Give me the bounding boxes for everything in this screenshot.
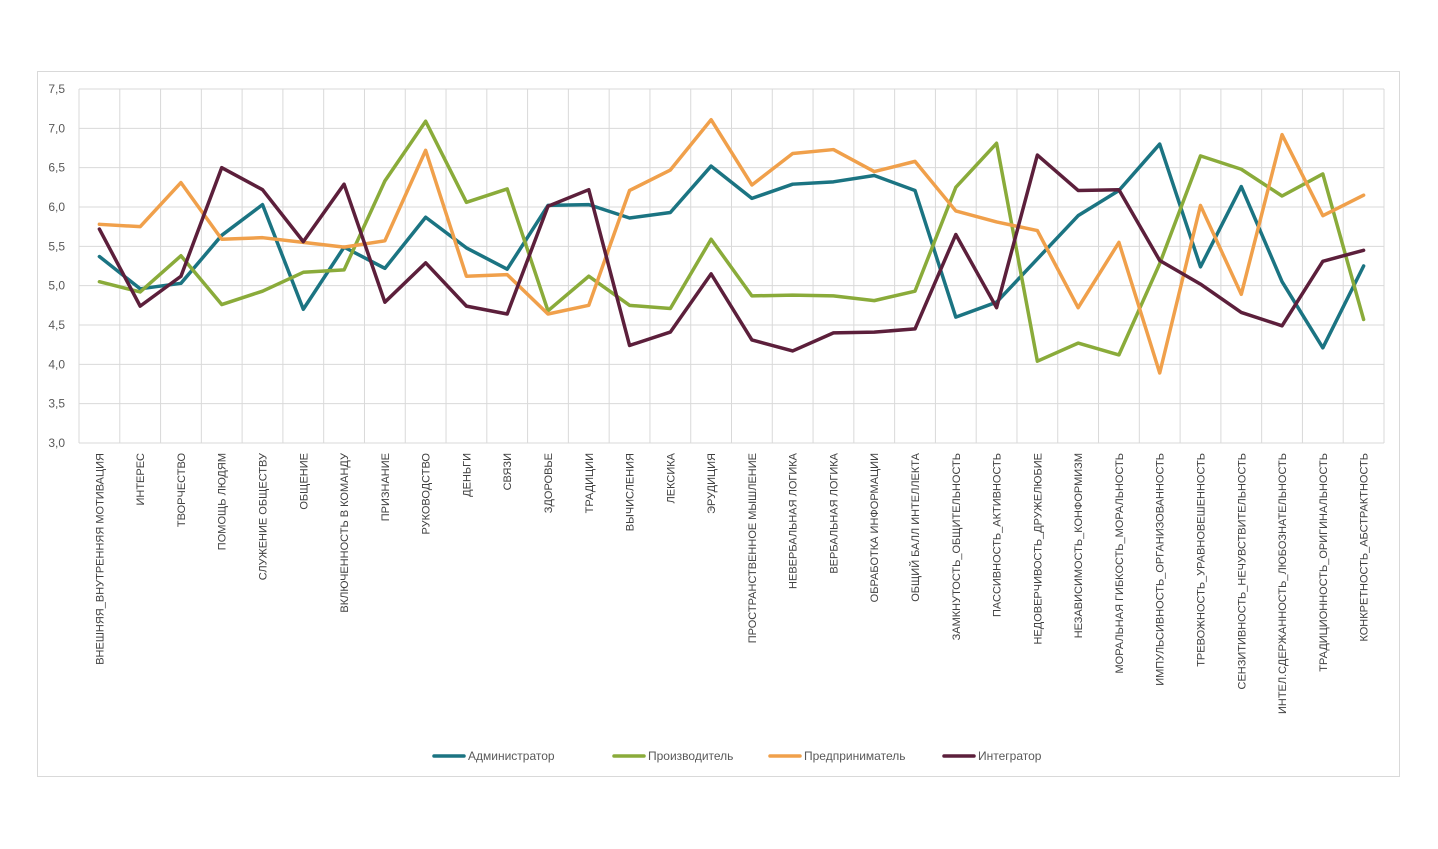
- x-tick-label: НЕЗАВИСИМОСТЬ_КОНФОРМИЗМ: [1073, 453, 1085, 638]
- x-tick-label: ОБЩИЙ БАЛЛ ИНТЕЛЛЕКТА: [909, 452, 922, 601]
- y-tick-label: 4,5: [48, 318, 65, 332]
- legend-label: Администратор: [468, 749, 555, 763]
- y-tick-label: 7,5: [48, 82, 65, 96]
- x-tick-label: ПРИЗНАНИЕ: [380, 453, 392, 521]
- y-axis: 3,0 3,5 4,0 4,5 5,0 5,5 6,0 6,5 7,0 7,5: [48, 82, 65, 450]
- x-tick-label: ВЕРБАЛЬНАЯ ЛОГИКА: [828, 452, 840, 573]
- x-tick-label: ТВОРЧЕСТВО: [176, 453, 188, 528]
- x-axis: ВНЕШНЯЯ_ВНУТРЕННЯЯ МОТИВАЦИЯ ИНТЕРЕС ТВОРЧ…: [94, 452, 1370, 714]
- x-tick-label: МОРАЛЬНАЯ ГИБКОСТЬ_МОРАЛЬНОСТЬ: [1114, 453, 1126, 674]
- y-tick-label: 5,5: [48, 239, 65, 253]
- y-tick-label: 3,5: [48, 397, 65, 411]
- y-tick-label: 6,5: [48, 161, 65, 175]
- x-tick-label: ПРОСТРАНСТВЕННОЕ МЫШЛЕНИЕ: [747, 453, 759, 643]
- x-tick-label: ОБРАБОТКА ИНФОРМАЦИИ: [869, 453, 881, 602]
- x-tick-label: ТРЕВОЖНОСТЬ_УРАВНОВЕШЕННОСТЬ: [1195, 453, 1207, 667]
- line-chart: 3,0 3,5 4,0 4,5 5,0 5,5 6,0 6,5 7,0 7,5 ВНЕШНЯЯ_В…: [48, 82, 1385, 763]
- y-tick-label: 7,0: [48, 121, 65, 135]
- x-tick-label: ЛЕКСИКА: [665, 452, 677, 503]
- legend-label: Предприниматель: [804, 749, 905, 763]
- x-tick-label: СЕНЗИТИВНОСТЬ_НЕЧУВСТВИТЕЛЬНОСТЬ: [1236, 453, 1248, 690]
- x-tick-label: НЕДОВЕРЧИВОСТЬ_ДРУЖЕЛЮБИЕ: [1032, 453, 1044, 645]
- legend-label: Производитель: [648, 749, 733, 763]
- grid-layer: [78, 88, 1385, 444]
- x-tick-label: РУКОВОДСТВО: [421, 453, 433, 535]
- x-tick-label: СВЯЗИ: [502, 453, 514, 490]
- chart-frame: 3,0 3,5 4,0 4,5 5,0 5,5 6,0 6,5 7,0 7,5 ВНЕШНЯЯ_В…: [37, 71, 1400, 777]
- x-tick-label: ДЕНЬГИ: [461, 453, 473, 497]
- legend-label: Интегратор: [978, 749, 1042, 763]
- x-tick-label: ЗДОРОВЬЕ: [543, 453, 555, 513]
- series-line: [97, 119, 1366, 363]
- x-tick-label: ВНЕШНЯЯ_ВНУТРЕННЯЯ МОТИВАЦИЯ: [94, 453, 106, 665]
- x-tick-label: ТРАДИЦИИ: [584, 453, 596, 513]
- x-tick-label: ЭРУДИЦИЯ: [706, 453, 718, 514]
- x-tick-label: СЛУЖЕНИЕ ОБЩЕСТВУ: [258, 452, 270, 580]
- x-tick-label: ИМПУЛЬСИВНОСТЬ_ОРГАНИЗОВАННОСТЬ: [1155, 453, 1167, 686]
- x-tick-label: ТРАДИЦИОННОСТЬ_ОРИГИНАЛЬНОСТЬ: [1318, 453, 1330, 672]
- x-tick-label: ОБЩЕНИЕ: [298, 453, 310, 510]
- x-tick-label: ПАССИВНОСТЬ_АКТИВНОСТЬ: [992, 453, 1004, 617]
- y-tick-label: 6,0: [48, 200, 65, 214]
- x-tick-label: ВЫЧИСЛЕНИЯ: [625, 453, 637, 531]
- y-tick-label: 3,0: [48, 436, 65, 450]
- x-tick-label: ВКЛЮЧЕННОСТЬ В КОМАНДУ: [339, 452, 351, 613]
- series-line: [97, 117, 1366, 375]
- y-tick-label: 5,0: [48, 279, 65, 293]
- y-tick-label: 4,0: [48, 357, 65, 371]
- x-tick-label: ИНТЕРЕС: [135, 453, 147, 506]
- series-layer: [97, 117, 1366, 375]
- legend: Администратор Производитель Предпринимател…: [432, 749, 1042, 763]
- x-tick-label: КОНКРЕТНОСТЬ_АБСТРАКТНОСТЬ: [1359, 453, 1371, 642]
- x-tick-label: НЕВЕРБАЛЬНАЯ ЛОГИКА: [788, 452, 800, 589]
- series-line: [97, 142, 1366, 350]
- x-tick-label: ПОМОЩЬ ЛЮДЯМ: [217, 453, 229, 550]
- series-line: [97, 153, 1366, 353]
- x-tick-label: ИНТЕЛ.СДЕРЖАННОСТЬ_ЛЮБОЗНАТЕЛЬНОСТЬ: [1277, 453, 1289, 714]
- x-tick-label: ЗАМКНУТОСТЬ_ОБЩИТЕЛЬНОСТЬ: [951, 453, 963, 640]
